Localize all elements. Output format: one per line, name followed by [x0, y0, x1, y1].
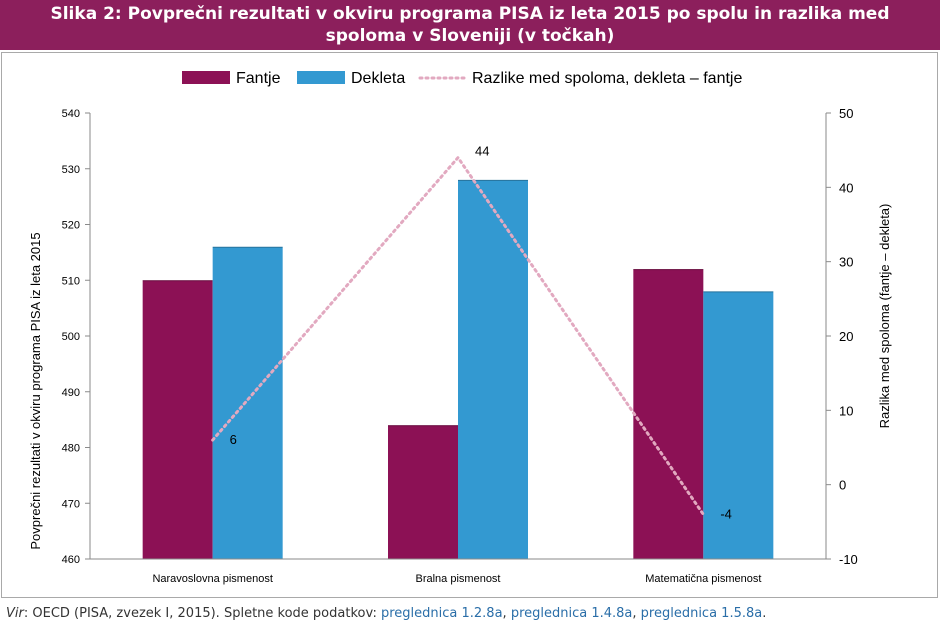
y2-tick-label--10: -10 [839, 552, 858, 567]
y-tick-label-540: 540 [62, 108, 80, 120]
chart: Naravoslovna pismenost Bralna pismenost Ma… [28, 70, 892, 585]
figure-title-line-2: spoloma v Sloveniji (v točkah) [325, 26, 615, 46]
source-prefix: Vir [6, 606, 24, 621]
difference-label-3: -4 [720, 506, 732, 521]
legend-label-difference: Razlike med spoloma, dekleta – fantje [472, 70, 742, 87]
source-end: . [762, 606, 767, 621]
y2-tick-label-40: 40 [839, 180, 853, 195]
y-tick-label-460: 460 [62, 554, 80, 566]
legend-swatch-dekleta [297, 71, 345, 84]
source-separator-1: , [502, 606, 511, 621]
difference-label-1: 6 [230, 432, 237, 447]
legend-label-dekleta: Dekleta [351, 70, 405, 87]
bar-dekleta-3 [703, 291, 774, 559]
y2-axis-title: Razlika med spoloma (fantje – dekleta) [877, 204, 892, 429]
y-axis-title: Povprečni rezultati v okviru programa PI… [28, 232, 43, 549]
source-text: : OECD (PISA, zvezek I, 2015). Spletne k… [23, 606, 381, 621]
source-separator-2: , [632, 606, 641, 621]
chart-frame [1, 52, 938, 598]
figure-title: Slika 2: Povprečni rezultati v okviru pr… [0, 0, 940, 50]
x-tick-label-2: Bralna pismenost [416, 573, 501, 585]
source-note: Vir: OECD (PISA, zvezek I, 2015). Spletn… [6, 606, 766, 621]
source-link-2[interactable]: preglednica 1.4.8a [510, 606, 633, 621]
bar-fantje-1 [142, 280, 213, 559]
y-tick-label-490: 490 [62, 387, 80, 399]
y2-tick-label-10: 10 [839, 403, 853, 418]
difference-label-2: 44 [475, 144, 489, 159]
x-tick-label-3: Matematična pismenost [645, 573, 761, 585]
y-tick-label-520: 520 [62, 220, 80, 232]
bar-fantje-3 [633, 269, 704, 559]
y-tick-label-530: 530 [62, 164, 80, 176]
y-tick-label-500: 500 [62, 331, 80, 343]
x-tick-label-1: Naravoslovna pismenost [152, 573, 272, 585]
difference-line [211, 155, 705, 516]
legend-swatch-fantje [182, 71, 230, 84]
bar-dekleta-2 [458, 179, 528, 559]
y-tick-label-510: 510 [62, 275, 80, 287]
figure-title-line-1: Slika 2: Povprečni rezultati v okviru pr… [50, 4, 890, 24]
y-tick-label-470: 470 [62, 498, 80, 510]
y-tick-label-480: 480 [62, 443, 80, 455]
source-link-1[interactable]: preglednica 1.2.8a [380, 606, 503, 621]
source-link-3[interactable]: preglednica 1.5.8a [640, 606, 763, 621]
y2-tick-label-0: 0 [839, 478, 846, 493]
y2-tick-label-30: 30 [839, 255, 853, 270]
y2-tick-label-20: 20 [839, 329, 853, 344]
bar-dekleta-1 [212, 246, 283, 560]
legend-label-fantje: Fantje [236, 70, 281, 87]
y2-tick-label-50: 50 [839, 106, 853, 121]
bar-fantje-2 [388, 425, 458, 559]
